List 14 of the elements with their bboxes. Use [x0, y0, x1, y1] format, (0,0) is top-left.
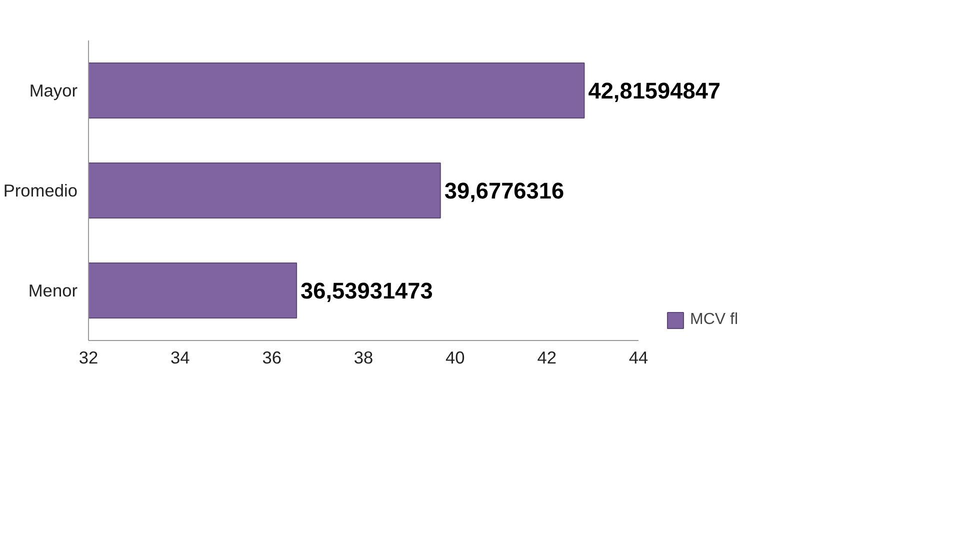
- x-tick-label: 34: [170, 348, 190, 368]
- x-tick-label: 42: [537, 348, 556, 368]
- x-tick-label: 32: [78, 348, 98, 368]
- x-tick-label: 44: [628, 348, 648, 368]
- text: 42,81594847: [588, 78, 721, 104]
- legend-label: MCV fl: [690, 311, 738, 329]
- y-tick-label: Menor: [28, 280, 78, 300]
- x-tick-label: 38: [354, 348, 374, 368]
- y-tick-label: Promedio: [3, 180, 78, 200]
- x-tick-label: 40: [446, 348, 465, 368]
- text: 36,53931473: [300, 278, 433, 304]
- x-tick-label: 36: [262, 348, 282, 368]
- y-tick-label: Mayor: [29, 80, 78, 100]
- text: 39,6776316: [444, 178, 564, 204]
